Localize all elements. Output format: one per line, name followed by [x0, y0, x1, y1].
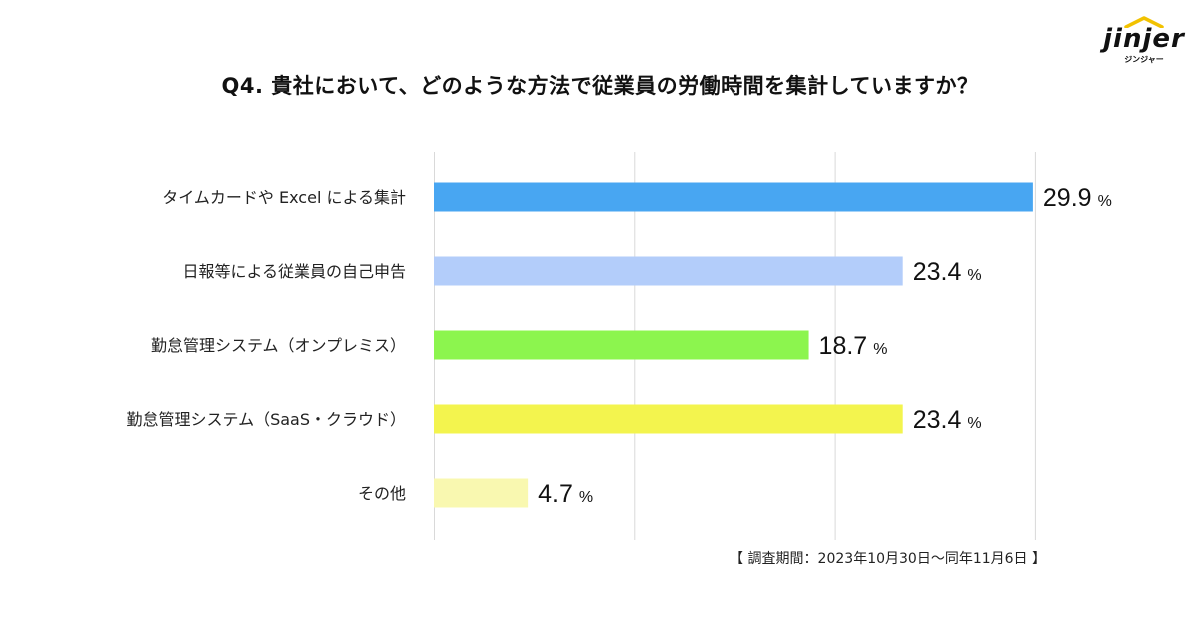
value-label: 29.9 — [1043, 184, 1092, 212]
category-label: 日報等による従業員の自己申告 — [182, 262, 406, 281]
value-label: 23.4 — [913, 258, 962, 286]
value-unit: % — [873, 341, 887, 358]
category-label: 勤怠管理システム（SaaS・クラウド） — [127, 410, 406, 429]
bar — [434, 404, 903, 434]
brand-logo: jinjer ジンジャー — [1098, 10, 1190, 70]
logo-subtitle: ジンジャー — [1124, 55, 1164, 64]
survey-period-note: 【 調査期間：2023年10月30日〜同年11月6日 】 — [729, 551, 1046, 567]
value-unit: % — [967, 415, 981, 432]
category-label: 勤怠管理システム（オンプレミス） — [151, 336, 406, 355]
value-unit: % — [579, 489, 593, 506]
category-label: その他 — [358, 484, 406, 503]
bar — [434, 182, 1033, 212]
bar — [434, 478, 529, 508]
value-label: 18.7 — [819, 332, 868, 360]
category-label: タイムカードや Excel による集計 — [162, 188, 406, 207]
value-label: 4.7 — [538, 480, 573, 508]
value-unit: % — [1098, 193, 1112, 210]
bar — [434, 330, 809, 360]
value-unit: % — [967, 267, 981, 284]
logo-roof-icon — [1124, 16, 1164, 28]
bar — [434, 256, 903, 286]
chart-title: Q4. 貴社において、どのような方法で従業員の労働時間を集計していますか？ — [221, 74, 979, 98]
value-label: 23.4 — [913, 406, 962, 434]
logo-wordmark: jinjer — [1103, 24, 1185, 54]
